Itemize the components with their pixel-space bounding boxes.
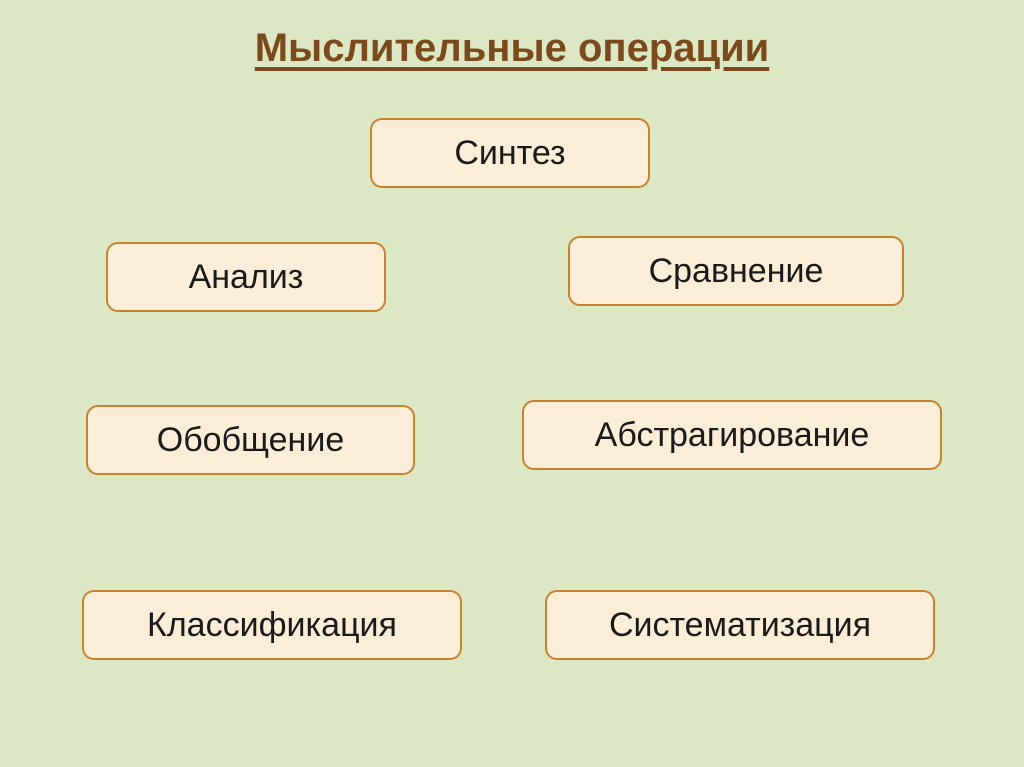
box-label: Систематизация: [609, 606, 871, 645]
box-label: Анализ: [189, 258, 304, 297]
box-classification: Классификация: [82, 590, 462, 660]
box-generalization: Обобщение: [86, 405, 415, 475]
box-systematization: Систематизация: [545, 590, 935, 660]
box-label: Обобщение: [157, 421, 344, 460]
box-label: Сравнение: [649, 252, 824, 291]
box-label: Синтез: [454, 134, 565, 173]
box-label: Абстрагирование: [595, 416, 870, 455]
box-abstraction: Абстрагирование: [522, 400, 942, 470]
box-synthesis: Синтез: [370, 118, 650, 188]
slide-title: Мыслительные операции: [255, 26, 770, 71]
box-label: Классификация: [147, 606, 397, 645]
box-comparison: Сравнение: [568, 236, 904, 306]
box-analysis: Анализ: [106, 242, 386, 312]
